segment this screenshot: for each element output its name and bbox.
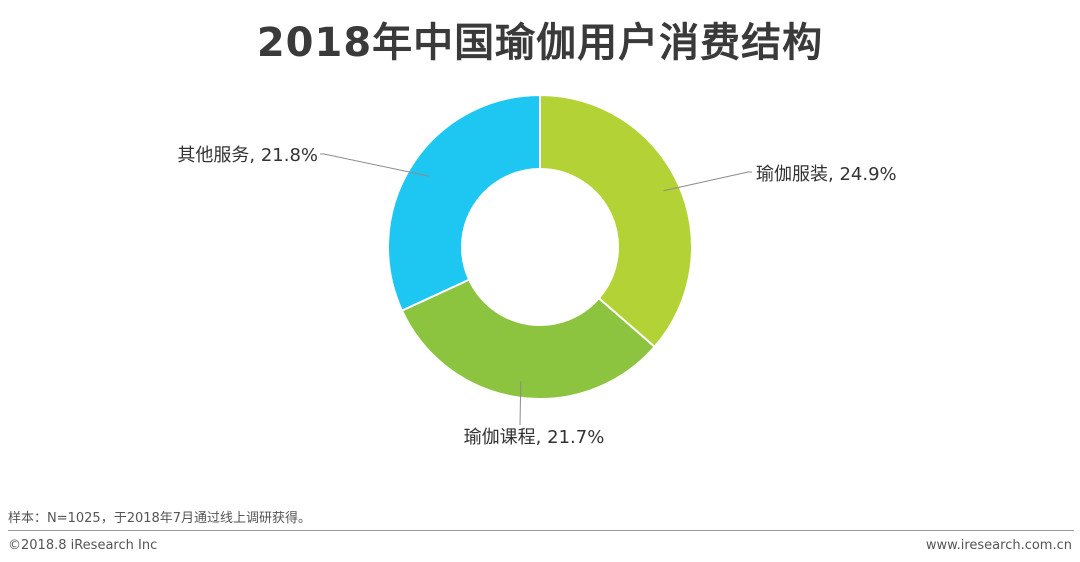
- slice-label: 瑜伽服装, 24.9%: [756, 164, 897, 185]
- website-url: www.iresearch.com.cn: [925, 538, 1072, 553]
- donut-slice: [387, 93, 541, 312]
- leader-line: [320, 153, 430, 177]
- donut-slices: [387, 93, 693, 400]
- slice-labels: 瑜伽服装, 24.9% 瑜伽课程, 21.7% 其他服务, 21.8%: [177, 145, 896, 448]
- chart-title: 2018年中国瑜伽用户消费结构: [256, 20, 824, 66]
- footer-divider: [8, 530, 1074, 531]
- sample-note: 样本：N=1025，于2018年7月通过线上调研获得。: [8, 511, 312, 526]
- donut-slice: [400, 278, 657, 400]
- leader-line: [519, 381, 522, 426]
- slice-label: 瑜伽课程, 21.7%: [464, 427, 605, 448]
- leader-line: [663, 171, 752, 192]
- copyright-text: ©2018.8 iResearch Inc: [8, 538, 158, 553]
- donut-slice: [539, 93, 693, 349]
- slice-label: 其他服务, 21.8%: [177, 145, 318, 166]
